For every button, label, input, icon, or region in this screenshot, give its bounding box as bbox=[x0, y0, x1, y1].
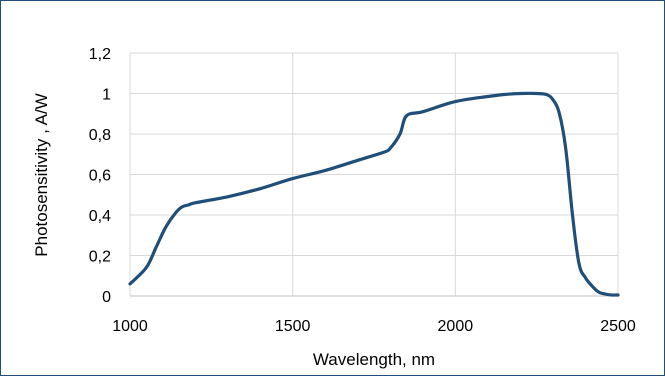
x-tick-label: 2000 bbox=[438, 318, 474, 335]
y-tick-label: 0,6 bbox=[89, 168, 111, 185]
series-layer bbox=[128, 91, 620, 297]
x-axis-label: Wavelength, nm bbox=[313, 350, 435, 369]
y-tick-label: 0,4 bbox=[89, 208, 111, 225]
tick-labels: 0 0,2 0,4 0,6 0,8 1 1,2 1000 1500 2000 2500 bbox=[89, 46, 636, 335]
y-tick-label: 0,8 bbox=[89, 127, 111, 144]
grid bbox=[129, 52, 619, 296]
photosensitivity-line bbox=[128, 91, 620, 297]
y-tick-label: 1,2 bbox=[89, 46, 111, 63]
x-tick-label: 2500 bbox=[600, 318, 636, 335]
y-tick-label: 0,2 bbox=[89, 249, 111, 266]
y-axis-label: Photosensitivity , A/W bbox=[32, 93, 51, 256]
y-tick-label: 1 bbox=[102, 87, 111, 104]
y-tick-label: 0 bbox=[102, 289, 111, 306]
x-tick-label: 1000 bbox=[112, 318, 148, 335]
x-tick-label: 1500 bbox=[275, 318, 311, 335]
